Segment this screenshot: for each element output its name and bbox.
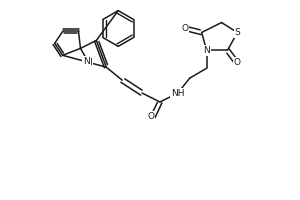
Text: O: O [234, 58, 241, 67]
Text: N: N [85, 58, 92, 67]
Text: O: O [181, 24, 188, 33]
Text: N: N [203, 46, 210, 55]
Text: NH: NH [171, 89, 184, 98]
Text: S: S [235, 28, 240, 37]
Text: O: O [148, 112, 154, 121]
Text: N: N [83, 57, 90, 66]
